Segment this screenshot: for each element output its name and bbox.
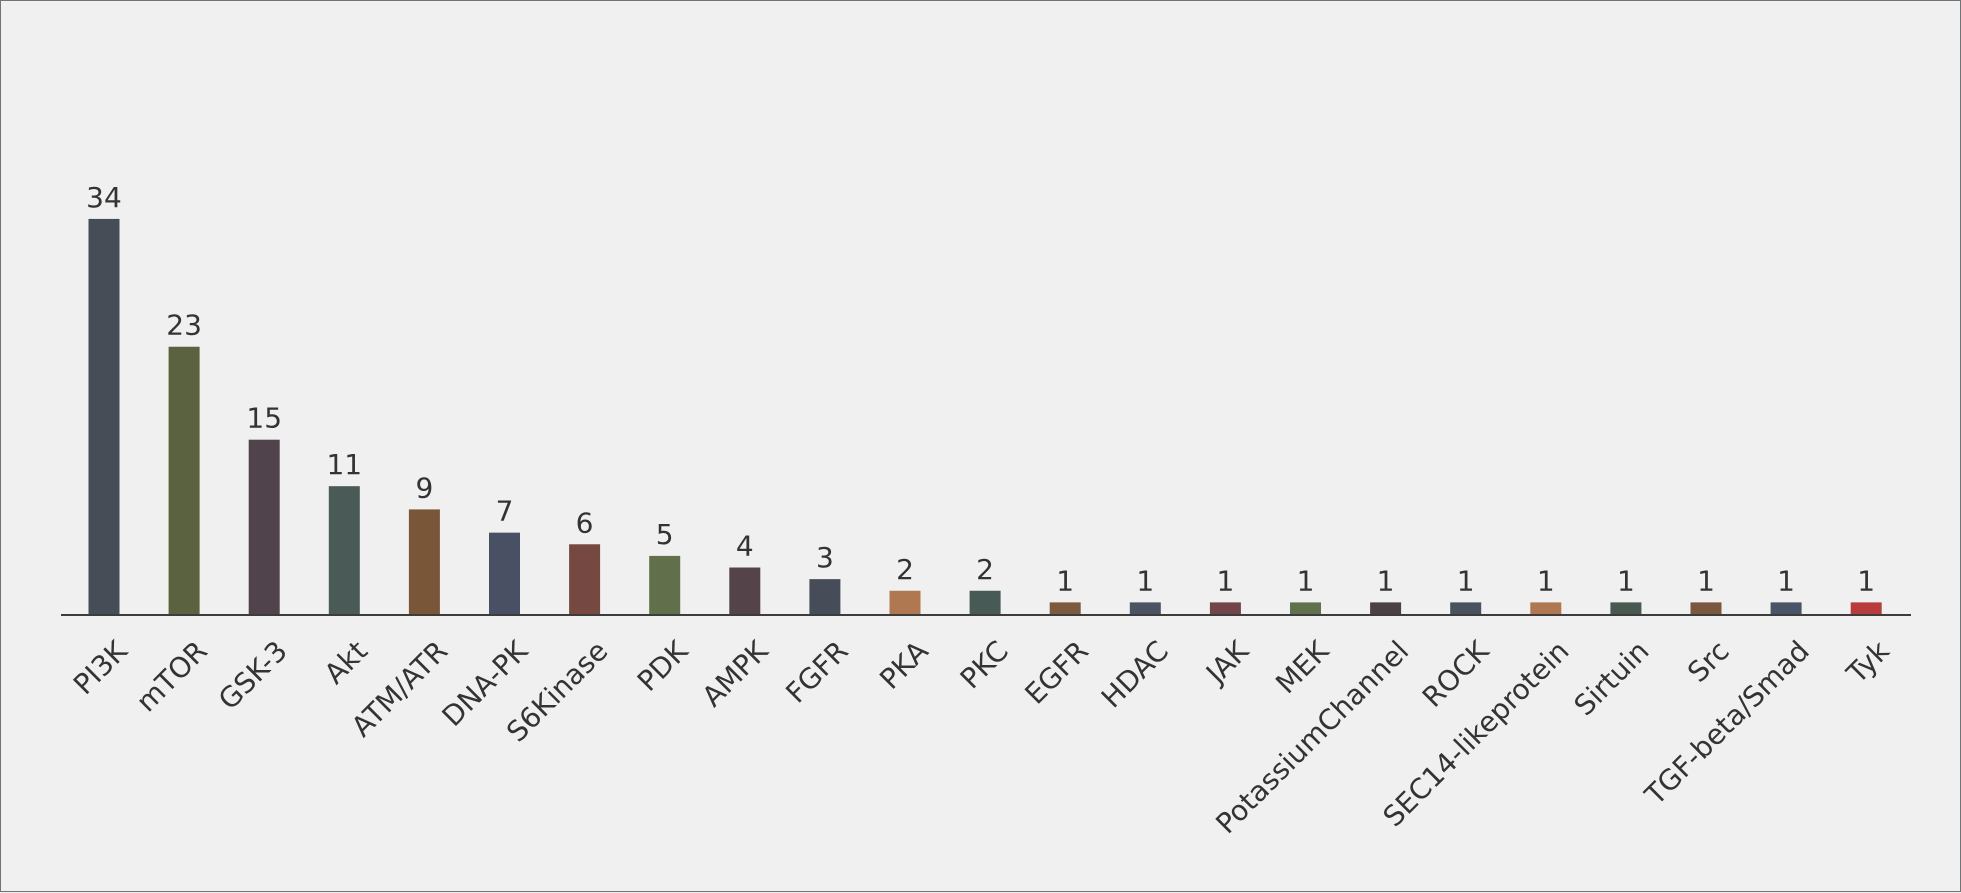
value-label: 1	[1056, 564, 1074, 597]
value-label: 9	[415, 471, 433, 504]
value-label: 6	[576, 506, 594, 539]
bar-egfr	[1049, 602, 1081, 614]
bar-sec14-likeprotein	[1530, 602, 1562, 614]
bar-pkc	[969, 590, 1001, 614]
bar-atm-atr	[408, 509, 440, 614]
bar-ampk	[729, 567, 761, 614]
value-label: 15	[246, 402, 282, 435]
x-tick-label: mTOR	[130, 634, 214, 718]
bars-group	[88, 218, 1882, 615]
x-tick-label: PI3K	[67, 634, 134, 701]
value-label: 1	[1777, 564, 1795, 597]
x-tick-label: Akt	[318, 634, 374, 690]
bar-sirtuin	[1610, 602, 1642, 614]
value-label: 1	[1297, 564, 1315, 597]
value-label: 1	[1697, 564, 1715, 597]
value-label: 34	[86, 181, 122, 214]
bar-jak	[1209, 602, 1241, 614]
value-label: 4	[736, 530, 754, 563]
value-label: 1	[1617, 564, 1635, 597]
value-label: 1	[1457, 564, 1475, 597]
x-tick-label: Src	[1681, 634, 1736, 689]
value-label: 5	[656, 518, 674, 551]
x-tick-label: PKA	[873, 634, 934, 695]
x-tick-label: AMPK	[696, 634, 775, 713]
value-label: 7	[496, 495, 514, 528]
x-tick-label: PDK	[631, 634, 695, 698]
x-tick-label: FGFR	[779, 634, 854, 709]
value-label: 1	[1136, 564, 1154, 597]
bar-pi3k	[88, 218, 120, 615]
bar-gsk-3	[248, 439, 280, 614]
x-tick-label: PKC	[954, 634, 1015, 695]
bar-akt	[328, 486, 360, 614]
x-tick-label: Sirtuin	[1568, 634, 1656, 722]
bar-pdk	[649, 555, 681, 614]
bar-mtor	[168, 346, 200, 614]
value-label: 1	[1377, 564, 1395, 597]
value-label: 3	[816, 541, 834, 574]
value-label: 2	[896, 553, 914, 586]
bar-dna-pk	[489, 532, 520, 614]
bar-src	[1690, 602, 1722, 614]
bar-pka	[889, 590, 921, 614]
value-label: 1	[1537, 564, 1555, 597]
value-label: 1	[1857, 564, 1875, 597]
x-tick-label: HDAC	[1095, 634, 1175, 714]
x-tick-label: JAK	[1198, 634, 1255, 691]
value-label: 11	[326, 448, 362, 481]
value-label: 23	[166, 309, 202, 342]
bar-hdac	[1129, 602, 1161, 614]
bar-tyk	[1850, 602, 1882, 614]
bar-tgf-beta-smad	[1770, 602, 1802, 614]
x-tick-label: Tyk	[1840, 634, 1897, 691]
bar-rock	[1450, 602, 1482, 614]
value-label: 1	[1216, 564, 1234, 597]
x-tick-label: EGFR	[1019, 634, 1095, 710]
x-tick-label: MEK	[1269, 634, 1335, 700]
x-tick-label: GSK-3	[212, 634, 294, 716]
bar-fgfr	[809, 579, 841, 614]
value-label: 2	[976, 553, 994, 586]
bar-potassiumchannel	[1370, 602, 1402, 614]
bar-s6kinase	[569, 544, 601, 614]
bar-mek	[1290, 602, 1321, 614]
